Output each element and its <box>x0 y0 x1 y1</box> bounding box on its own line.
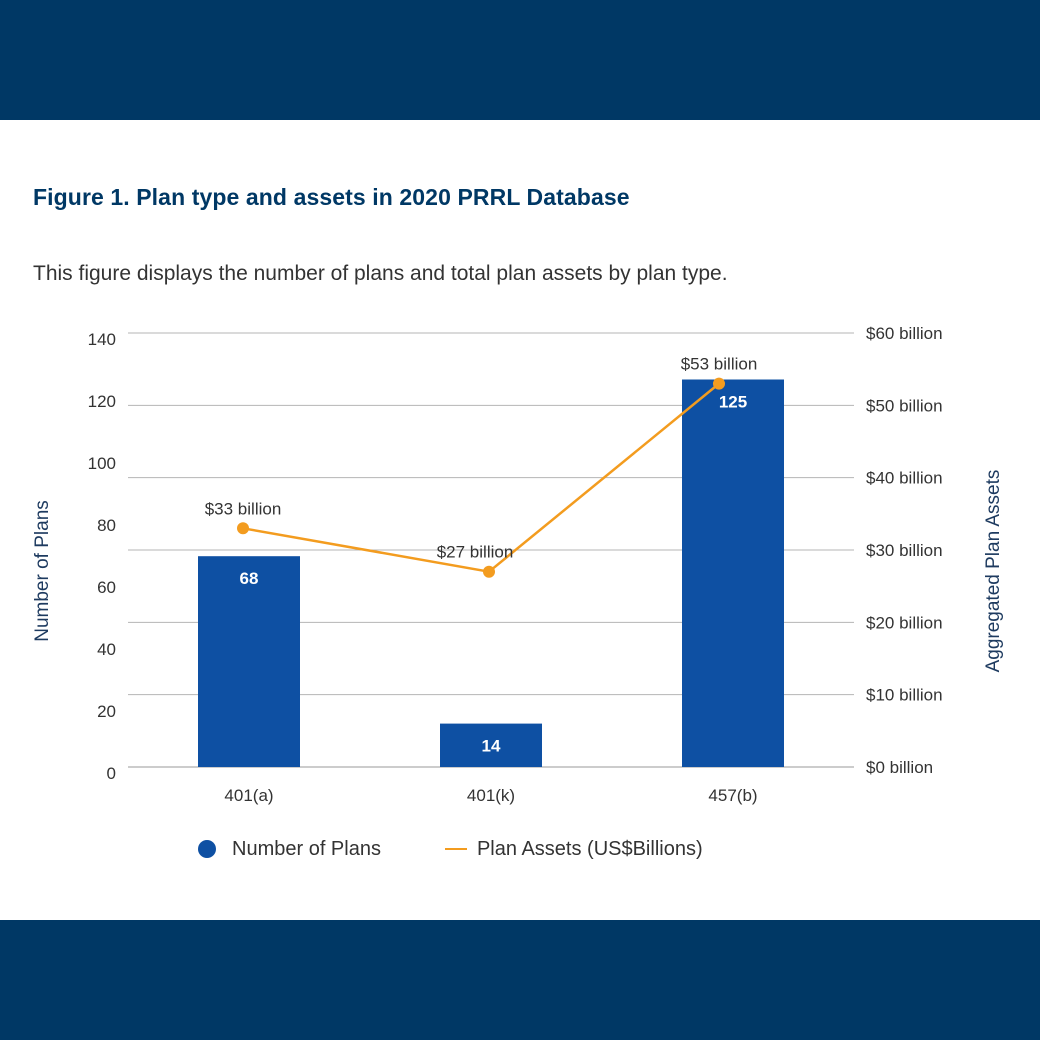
assets-value-label: $27 billion <box>437 543 514 562</box>
assets-point <box>483 565 495 578</box>
bar-value-label: 125 <box>719 393 747 412</box>
bar-value-label: 14 <box>482 737 501 756</box>
y-tick-label: 60 <box>97 578 116 597</box>
assets-value-label: $53 billion <box>681 355 758 374</box>
x-tick-label: 401(a) <box>224 786 273 805</box>
y2-tick-label: $50 billion <box>866 396 943 415</box>
legend-label-plan-assets: Plan Assets (US$Billions) <box>476 837 703 860</box>
y-tick-label: 40 <box>97 640 116 659</box>
y-tick-label: 140 <box>88 330 116 349</box>
legend-label-number-of-plans: Number of Plans <box>232 837 381 860</box>
y-tick-label: 80 <box>97 516 116 535</box>
header-band <box>0 0 1040 120</box>
y2-tick-label: $10 billion <box>866 686 943 705</box>
x-tick-label: 401(k) <box>467 786 515 805</box>
legend-item-number-of-plans[interactable]: Number of Plans <box>198 838 381 861</box>
legend-line-swatch <box>444 848 467 850</box>
figure-description: This figure displays the number of plans… <box>33 262 728 285</box>
y2-tick-label: $20 billion <box>866 613 943 632</box>
y-tick-label: 100 <box>88 454 116 473</box>
assets-value-label: $33 billion <box>205 499 282 518</box>
assets-point <box>713 377 725 390</box>
assets-point <box>237 522 249 535</box>
combo-chart: $0 billion $10 billion $20 billion $30 bill… <box>32 324 1004 805</box>
y-tick-label: 120 <box>88 392 116 411</box>
y2-tick-label: $40 billion <box>866 469 943 488</box>
bar-401(a) <box>198 556 300 767</box>
y2-tick-label: $60 billion <box>866 324 943 343</box>
figure-title: Figure 1. Plan type and assets in 2020 P… <box>33 184 630 210</box>
bar-457(b) <box>682 379 784 767</box>
y-axis-title: Number of Plans <box>32 500 53 642</box>
bar-value-label: 68 <box>240 569 259 588</box>
y2-tick-label: $0 billion <box>866 758 933 777</box>
y2-axis-title: Aggregated Plan Assets <box>983 470 1004 673</box>
y-tick-label: 20 <box>97 702 116 721</box>
bar-401(k) <box>440 723 542 767</box>
legend-bar-swatch <box>198 840 216 858</box>
footer-band <box>0 920 1040 1040</box>
y-tick-label: 0 <box>107 764 116 783</box>
x-tick-label: 457(b) <box>708 786 757 805</box>
legend-item-plan-assets[interactable]: Plan Assets (US$Billions) <box>444 837 703 861</box>
y2-tick-label: $30 billion <box>866 541 943 560</box>
chart-legend: Number of Plans Plan Assets (US$Billions… <box>198 836 703 862</box>
